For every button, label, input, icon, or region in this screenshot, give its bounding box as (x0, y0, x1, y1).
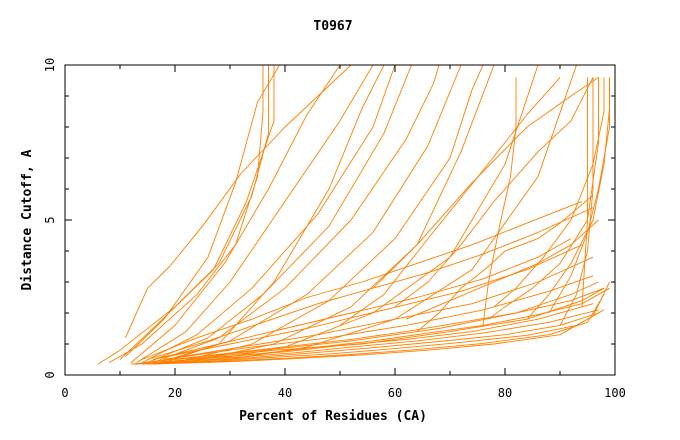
series-line-9 (152, 64, 440, 364)
series-line-10 (158, 64, 462, 364)
chart-title: T0967 (313, 19, 352, 34)
series-line-29 (152, 281, 610, 365)
series-line-26 (136, 312, 599, 365)
series-line-18 (152, 238, 572, 360)
series-line-6 (136, 64, 374, 363)
series-line-27 (141, 309, 605, 365)
series-line-38 (394, 77, 594, 308)
x-tick-label: 40 (278, 386, 292, 400)
series-line-33 (493, 77, 605, 308)
series-line-42 (416, 194, 594, 332)
x-tick-label: 60 (388, 386, 402, 400)
series-line-43 (405, 219, 599, 320)
series-line-22 (174, 281, 599, 360)
series-line-13 (185, 64, 495, 364)
series-layer (97, 64, 610, 365)
series-line-12 (174, 64, 484, 364)
x-axis-label: Percent of Residues (CA) (239, 409, 427, 424)
y-tick-label: 5 (43, 216, 57, 223)
series-line-40 (339, 77, 561, 326)
series-line-3 (125, 64, 280, 357)
series-line-35 (548, 77, 610, 314)
series-line-5 (130, 64, 341, 363)
y-axis-label: Distance Cutoff, A (20, 149, 35, 290)
series-line-0 (97, 65, 269, 365)
series-line-2 (119, 65, 275, 360)
series-line-21 (163, 275, 594, 360)
series-line-36 (559, 77, 594, 326)
series-line-19 (152, 244, 583, 360)
series-line-41 (482, 77, 517, 326)
series-line-32 (488, 77, 599, 320)
x-tick-label: 0 (61, 386, 68, 400)
series-line-31 (152, 287, 610, 364)
x-tick-label: 20 (168, 386, 182, 400)
series-line-37 (581, 77, 588, 307)
series-line-39 (372, 77, 599, 289)
series-line-8 (147, 64, 412, 364)
ticks-layer: 0 20 40 60 80 100 0 5 10 (43, 58, 626, 400)
x-tick-label: 100 (604, 386, 626, 400)
series-line-30 (141, 287, 605, 364)
x-tick-label: 80 (498, 386, 512, 400)
y-tick-label: 10 (43, 58, 57, 72)
series-line-15 (207, 64, 577, 364)
series-line-7 (141, 64, 396, 364)
y-tick-label: 0 (43, 371, 57, 378)
series-line-16 (141, 200, 583, 360)
series-line-4 (125, 64, 352, 338)
series-line-11 (163, 64, 385, 364)
series-line-1 (108, 65, 264, 363)
series-line-20 (163, 256, 594, 360)
series-line-25 (130, 309, 599, 365)
